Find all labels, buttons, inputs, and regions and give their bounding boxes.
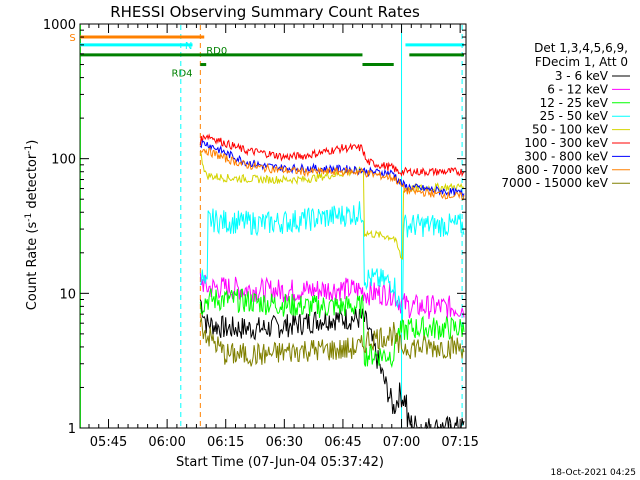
y-axis-label-main: Count Rate (s (25, 222, 40, 311)
x-tick-label-6: 07:00 (383, 435, 420, 450)
series-line-9 (199, 317, 465, 367)
y-axis-label-sup1: -1 (24, 213, 34, 222)
legend-label-7: 300 - 800 keV (524, 149, 608, 163)
status-bars: S N RD0 RD4 (69, 33, 465, 80)
series-line-5 (199, 151, 465, 261)
x-tick-label-3: 06:15 (207, 435, 244, 450)
legend-label-4: 25 - 50 keV (540, 109, 609, 123)
y-axis-label-end: ) (25, 140, 40, 145)
axes: 05:45 06:00 06:15 06:30 06:45 07:00 07:15 1 10 10… (43, 18, 479, 450)
legend-header-1: Det 1,3,4,5,6,9, (534, 41, 628, 55)
x-tick-label-1: 05:45 (90, 435, 127, 450)
chart-title: RHESSI Observing Summary Count Rates (110, 3, 420, 21)
status-label-rd0: RD0 (206, 46, 227, 57)
data-series (199, 133, 465, 430)
series-line-4 (199, 201, 465, 320)
legend-label-8: 800 - 7000 keV (517, 163, 609, 177)
legend-label-6: 100 - 300 keV (524, 136, 608, 150)
series-line-1 (199, 299, 465, 430)
y-axis-label-mid: detector (25, 153, 40, 213)
status-label-n: N (185, 41, 192, 52)
legend: Det 1,3,4,5,6,9, FDecim 1, Att 0 3 - 6 k… (501, 41, 630, 190)
y-tick-label-2: 10 (59, 287, 76, 302)
footer-timestamp: 18-Oct-2021 04:25 (551, 468, 636, 478)
legend-header-2: FDecim 1, Att 0 (535, 55, 628, 69)
series-line-8 (199, 147, 465, 201)
legend-label-9: 7000 - 15000 keV (501, 176, 608, 190)
legend-label-1: 3 - 6 keV (555, 69, 609, 83)
y-axis-label-sup2: -1 (24, 145, 34, 154)
legend-label-3: 12 - 25 keV (540, 96, 609, 110)
vertical-markers (79, 25, 463, 428)
series-line-6 (199, 133, 465, 178)
x-tick-label-5: 06:45 (324, 435, 361, 450)
x-tick-label-4: 06:30 (266, 435, 303, 450)
status-label-rd4: RD4 (172, 69, 193, 80)
series-line-3 (199, 288, 465, 369)
y-axis-label: Count Rate (s-1 detector-1) (24, 140, 40, 311)
legend-label-2: 6 - 12 keV (547, 82, 609, 96)
y-tick-label-1: 1 (68, 422, 76, 437)
y-tick-label-3: 100 (51, 153, 76, 168)
x-tick-label-2: 06:00 (148, 435, 185, 450)
status-label-s: S (69, 33, 75, 44)
x-axis-label: Start Time (07-Jun-04 05:37:42) (176, 455, 384, 470)
x-tick-label-7: 07:15 (441, 435, 478, 450)
legend-label-5: 50 - 100 keV (532, 123, 609, 137)
y-tick-label-4: 1000 (43, 18, 76, 33)
